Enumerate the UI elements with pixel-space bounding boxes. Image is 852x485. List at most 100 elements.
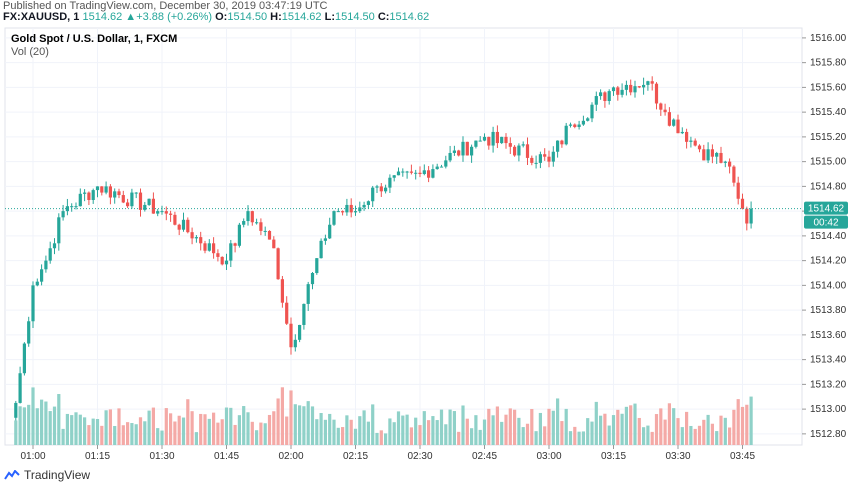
volume-bar [14,420,18,445]
candle-body [538,154,542,163]
volume-bar [298,405,302,445]
volume-bar [427,420,431,445]
volume-bar [637,417,641,445]
candle-body [177,224,181,230]
candle-body [74,206,78,208]
volume-bar [362,410,366,445]
candle-body [104,186,108,193]
volume-bar [160,430,164,445]
candle-body [659,103,663,110]
volume-bar [482,419,487,445]
volume-bar [586,418,590,445]
time-axis[interactable]: 01:00 01:15 01:30 01:45 02:00 02:15 02:30 02:45… [20,445,755,462]
candle-body [143,204,147,210]
volume-bar [138,417,143,445]
volume-bar [444,424,448,445]
volume-bar [452,411,456,445]
y-tick-label: 1513.00 [810,404,847,415]
volume-bar [366,421,370,445]
volume-bar [513,409,517,445]
volume-bar [646,425,650,445]
volume-bar [143,421,147,445]
price-axis[interactable]: 1512.80 1513.00 1513.20 1513.40 1513.60 1513.… [802,33,847,440]
candle-body [298,324,302,340]
candle-body [384,187,388,192]
candle-body [31,285,35,322]
candle-body [482,136,487,141]
candle-body [156,211,160,214]
volume-bar [680,427,684,445]
volume-bar [18,406,22,445]
candle-body [749,208,753,224]
volume-bar [629,405,633,445]
candle-body [405,171,409,173]
candle-body [78,193,82,207]
volume-bar [233,424,237,445]
volume-bar [349,419,353,445]
candle-body [672,119,676,126]
volume-bar [151,407,155,445]
volume-bar [697,425,702,445]
volume-bar [525,423,530,445]
y-tick-label: 1515.20 [810,132,847,143]
candle-body [513,146,517,156]
x-tick-label: 01:30 [149,451,174,462]
candle-body [151,198,155,214]
candle-body [83,192,87,194]
volume-bar [384,433,388,445]
volume-bars [14,387,753,445]
y-tick-label: 1513.80 [810,305,847,316]
candle-body [328,224,332,239]
volume-bar [461,405,465,445]
candle-body [624,84,628,90]
volume-bar [173,421,177,445]
candle-body [220,256,224,265]
volume-bar [538,412,542,445]
candle-body [577,124,581,127]
volume-bar [276,398,280,445]
candle-body [431,169,435,178]
candle-body [581,120,585,125]
volume-bar [323,419,327,445]
volume-bar [95,418,100,445]
candle-body [689,140,693,142]
volume-bar [487,408,491,445]
volume-bar [130,423,134,445]
volume-bar [435,420,439,445]
volume-bar [108,409,112,445]
volume-bar [560,421,564,445]
candle-body [728,161,732,167]
volume-bar [285,416,289,445]
volume-bar [508,408,512,445]
volume-bar [255,430,259,445]
volume-bar [676,418,680,445]
candle-body [121,195,125,203]
candle-body [358,207,362,212]
volume-bar [620,413,624,445]
x-tick-label: 01:45 [214,451,239,462]
volume-bar [242,406,246,445]
y-tick-label: 1513.60 [810,330,847,341]
tradingview-logo[interactable]: TradingView [4,468,90,482]
open-label: O: [215,11,228,23]
volume-bar [52,406,57,445]
candle-body [663,109,667,113]
candle-body [100,186,104,193]
candle-body [500,136,504,144]
volume-bar [91,418,95,445]
candle-body [642,84,646,88]
ticker-bar: FX:XAUUSD, 1 1514.62 ▲+3.88 (+0.26%) O:1… [3,11,429,23]
candle-body [181,219,186,230]
volume-bar [117,408,121,445]
volume-bar [633,403,637,445]
candle-body [203,243,207,251]
volume-bar [534,431,538,445]
volume-bar [246,412,250,445]
price-change: +3.88 (+0.26%) [136,11,213,23]
volume-bar [388,418,392,445]
candle-body [293,339,297,348]
candle-body [237,224,241,246]
candle-body [14,402,18,418]
volume-bar [22,407,26,445]
